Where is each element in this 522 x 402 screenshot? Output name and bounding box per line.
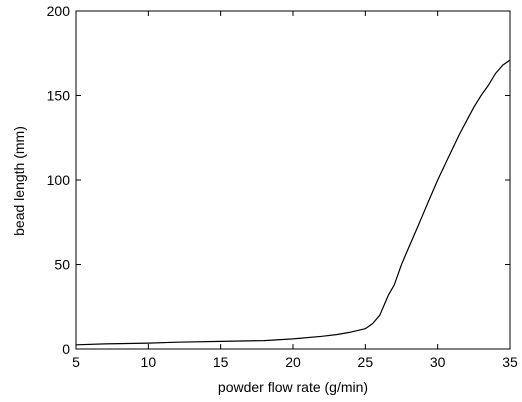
x-tick-label: 35 xyxy=(502,354,518,370)
x-tick-label: 5 xyxy=(72,354,80,370)
data-line xyxy=(75,59,511,346)
y-tick-label: 150 xyxy=(47,88,71,104)
plot-area: 5 10 15 20 25 30 35 0 50 100 150 200 xyxy=(47,3,518,370)
plot-frame xyxy=(75,10,511,350)
x-tick-label: 20 xyxy=(285,354,301,370)
y-tick-label: 200 xyxy=(47,3,71,19)
x-tick-label: 25 xyxy=(358,354,374,370)
x-tick-label: 15 xyxy=(213,354,229,370)
x-axis-label: powder flow rate (g/min) xyxy=(218,379,368,395)
y-tick-label: 100 xyxy=(47,172,71,188)
x-tick-label: 30 xyxy=(430,354,446,370)
y-axis-label: bead length (mm) xyxy=(11,126,27,236)
y-tick-label: 0 xyxy=(62,341,70,357)
x-tick-label: 10 xyxy=(141,354,157,370)
y-tick-label: 50 xyxy=(54,257,70,273)
